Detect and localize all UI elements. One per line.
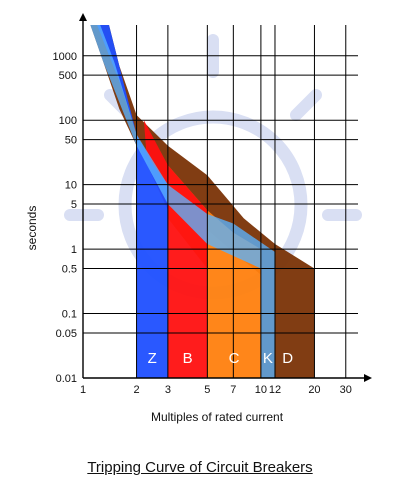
y-axis-arrow [79,13,87,21]
x-tick-label: 30 [340,384,352,396]
x-tick-label: 7 [230,384,236,396]
x-tick-label: 1 [80,384,86,396]
y-tick-label: 0.05 [56,328,77,340]
zone-z-label: Z [148,350,157,367]
x-tick-label: 12 [269,384,281,396]
y-tick-label: 1000 [53,51,77,63]
x-tick-label: 5 [204,384,210,396]
watermark-ray [290,89,322,121]
zone-d-label: D [282,350,293,367]
y-axis-title: seconds [25,206,39,251]
chart-caption: Tripping Curve of Circuit Breakers [87,459,313,476]
y-tick-label: 5 [71,199,77,211]
y-tick-label: 0.1 [62,309,77,321]
zone-z-area [97,25,168,378]
zone-k-area [90,25,276,378]
x-tick-label: 20 [308,384,320,396]
y-tick-label: 10 [65,180,77,192]
zone-c-label: C [229,350,240,367]
y-tick-label: 50 [65,135,77,147]
zone-b-label: B [183,350,193,367]
y-tick-label: 0.5 [62,264,77,276]
x-tick-label: 2 [133,384,139,396]
x-axis-arrow [364,374,372,382]
zone-d-area [90,25,315,378]
x-tick-label: 3 [165,384,171,396]
y-tick-label: 500 [59,70,77,82]
y-tick-label: 0.01 [56,373,77,385]
zone-k-label: K [263,350,273,367]
x-axis-title: Multiples of rated current [151,410,284,424]
x-tick-label: 10 [255,384,267,396]
y-tick-label: 100 [59,115,77,127]
y-tick-label: 1 [71,244,77,256]
tripping-curve-chart: 1 2 3 5 7 10 12 20 30 0.010.050.10.5151050100500… [25,13,372,424]
